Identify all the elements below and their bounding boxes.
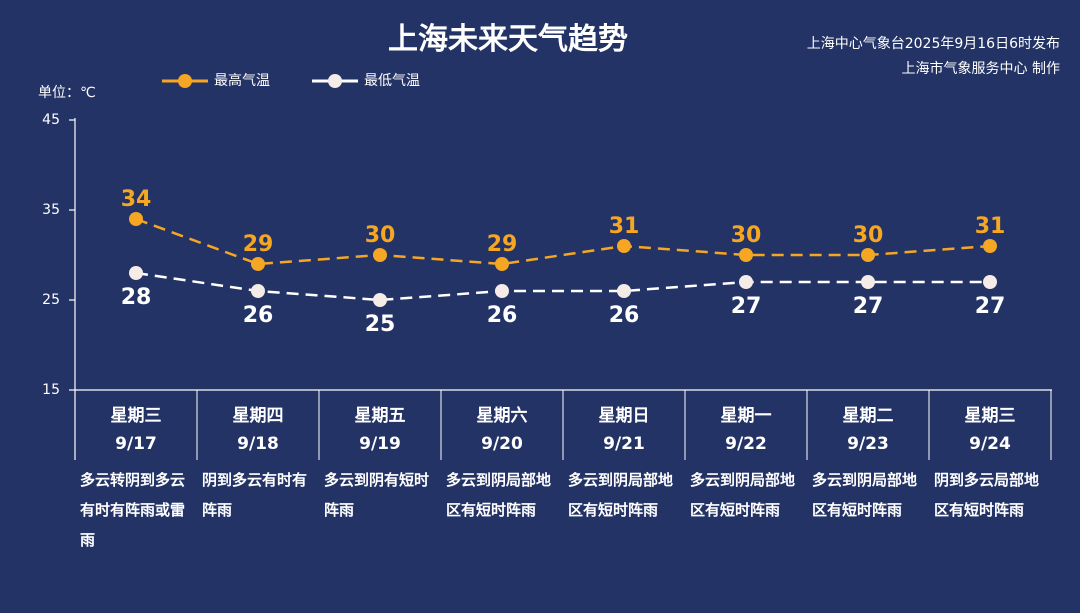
data-label-high: 31 [609, 214, 640, 239]
y-tick-label: 35 [42, 202, 60, 218]
legend-low-label: 最低气温 [364, 73, 420, 89]
y-tick-label: 45 [42, 112, 60, 128]
data-point-high [861, 248, 875, 262]
day-weekday: 星期五 [354, 406, 406, 426]
day-date: 9/18 [237, 434, 279, 454]
data-label-high: 30 [853, 223, 884, 248]
day-date: 9/20 [481, 434, 523, 454]
day-weekday: 星期三 [964, 406, 1016, 426]
publisher-line: 上海中心气象台2025年9月16日6时发布 [806, 36, 1060, 52]
data-label-high: 34 [121, 187, 152, 212]
day-weather-text: 多云到阴局部地区有短时阵雨 [446, 471, 552, 519]
day-date: 9/22 [725, 434, 767, 454]
data-point-high [495, 257, 509, 271]
data-point-high [739, 248, 753, 262]
unit-label: 单位：℃ [38, 85, 96, 101]
data-label-low: 28 [121, 285, 152, 310]
day-weather-text: 多云到阴局部地区有短时阵雨 [812, 471, 918, 519]
data-label-low: 27 [853, 294, 884, 319]
data-point-high [129, 212, 143, 226]
data-label-low: 26 [487, 303, 518, 328]
legend-high-marker-icon [162, 74, 208, 88]
data-label-high: 30 [731, 223, 762, 248]
y-tick-label: 15 [42, 382, 60, 398]
data-label-high: 31 [975, 214, 1006, 239]
data-point-high [983, 239, 997, 253]
day-date: 9/21 [603, 434, 645, 454]
legend-low: 最低气温 [310, 70, 440, 92]
data-point-high [373, 248, 387, 262]
day-weekday: 星期一 [720, 406, 772, 426]
data-label-low: 26 [243, 303, 274, 328]
data-point-low [739, 275, 753, 289]
day-weather-text: 多云到阴有短时阵雨 [324, 471, 430, 519]
producer-line: 上海市气象服务中心 制作 [901, 61, 1060, 77]
day-weather-text: 多云到阴局部地区有短时阵雨 [568, 471, 674, 519]
legend-high: 最高气温 [160, 70, 290, 92]
data-point-low [617, 284, 631, 298]
data-point-low [251, 284, 265, 298]
data-label-low: 27 [731, 294, 762, 319]
series-line-low [135, 271, 990, 302]
data-label-low: 25 [365, 312, 396, 337]
data-point-high [251, 257, 265, 271]
day-date: 9/24 [969, 434, 1011, 454]
day-weekday: 星期六 [476, 406, 528, 426]
day-date: 9/17 [115, 434, 157, 454]
day-weather-text: 多云转阴到多云有时有阵雨或雷雨 [80, 471, 186, 549]
day-weekday: 星期四 [232, 406, 284, 426]
data-point-low [495, 284, 509, 298]
day-weekday: 星期三 [110, 406, 162, 426]
data-label-low: 26 [609, 303, 640, 328]
data-point-low [861, 275, 875, 289]
data-point-low [129, 266, 143, 280]
day-weather-text: 阴到多云局部地区有短时阵雨 [934, 471, 1040, 519]
legend-low-marker-icon [312, 74, 358, 88]
legend-high-label: 最高气温 [214, 73, 270, 89]
day-weather-text: 多云到阴局部地区有短时阵雨 [690, 471, 796, 519]
day-weekday: 星期二 [842, 406, 894, 426]
day-weekday: 星期日 [598, 406, 650, 426]
data-point-low [373, 293, 387, 307]
day-date: 9/23 [847, 434, 889, 454]
data-label-high: 30 [365, 223, 396, 248]
data-point-high [617, 239, 631, 253]
data-label-high: 29 [243, 232, 274, 257]
series-line-high [135, 217, 991, 266]
page-title: 上海未来天气趋势 [388, 22, 628, 57]
y-tick-label: 25 [42, 292, 60, 308]
data-label-low: 27 [975, 294, 1006, 319]
day-weather-text: 阴到多云有时有阵雨 [202, 471, 308, 519]
day-date: 9/19 [359, 434, 401, 454]
data-point-low [983, 275, 997, 289]
data-label-high: 29 [487, 232, 518, 257]
